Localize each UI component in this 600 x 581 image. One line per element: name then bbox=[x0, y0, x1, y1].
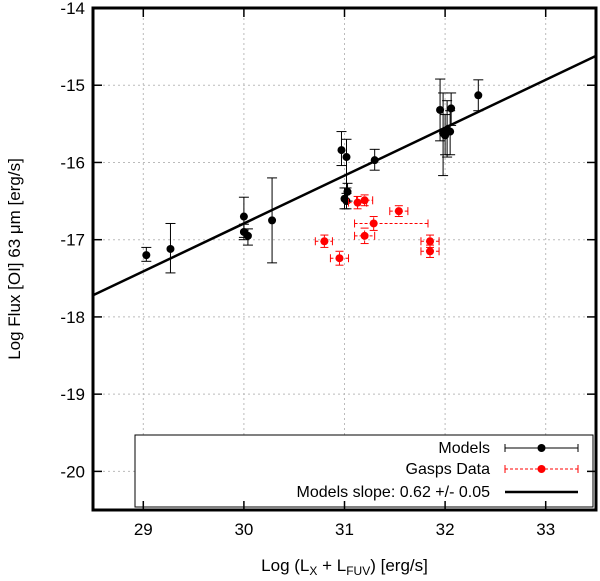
x-tick-label: 33 bbox=[536, 520, 555, 539]
models-point-group bbox=[342, 182, 353, 202]
legend-box bbox=[134, 434, 594, 508]
models-point bbox=[474, 91, 483, 100]
gasps-point-group bbox=[389, 205, 409, 218]
gasps-point-group bbox=[329, 250, 350, 266]
models-point bbox=[166, 244, 175, 253]
models-point bbox=[370, 156, 379, 165]
models-point-group bbox=[369, 148, 380, 171]
models-point bbox=[436, 105, 445, 114]
gasps-series bbox=[314, 194, 440, 266]
y-tick-label: -17 bbox=[60, 231, 85, 250]
gasps-point bbox=[369, 219, 378, 228]
models-point bbox=[268, 216, 277, 225]
fit-layer bbox=[92, 54, 597, 297]
legend: Models Gasps Data Models slope: 0.62 +/- 0… bbox=[134, 434, 594, 508]
models-point bbox=[337, 146, 346, 155]
y-tick-label: -20 bbox=[60, 462, 85, 481]
y-tick-label: -16 bbox=[60, 153, 85, 172]
fit-line bbox=[92, 54, 597, 297]
gasps-point-group bbox=[354, 216, 429, 231]
models-point bbox=[239, 212, 248, 221]
gasps-point bbox=[353, 198, 362, 207]
gasps-point bbox=[426, 247, 435, 256]
legend-swatch-gasps-point bbox=[537, 465, 546, 473]
x-axis-label: Log (LX + LFUV) [erg/s] bbox=[261, 556, 428, 578]
y-tick-label: -18 bbox=[60, 308, 85, 327]
gasps-point bbox=[394, 207, 403, 216]
x-axis-label-prefix: Log (L bbox=[261, 556, 309, 575]
models-point-group bbox=[141, 246, 152, 262]
x-axis-label-sub-fuv: FUV bbox=[346, 564, 370, 578]
models-point bbox=[447, 104, 456, 113]
gasps-point-group bbox=[314, 234, 333, 248]
models-point-group bbox=[165, 222, 176, 274]
models-point-group bbox=[267, 177, 278, 264]
legend-swatch-models-point bbox=[537, 444, 546, 452]
legend-label: Models slope: 0.62 +/- 0.05 bbox=[297, 484, 491, 501]
y-tick-label: -15 bbox=[60, 76, 85, 95]
models-point bbox=[142, 251, 151, 260]
gasps-point-group bbox=[420, 234, 440, 248]
y-axis-ticks: -20 -19 -18 -17 -16 -15 -14 bbox=[60, 0, 596, 481]
models-point-group bbox=[446, 92, 457, 126]
y-tick-label: -14 bbox=[60, 0, 85, 18]
models-point-group bbox=[242, 228, 253, 246]
x-axis-label-suffix: ) [erg/s] bbox=[370, 556, 428, 575]
models-point-group bbox=[473, 79, 484, 112]
gasps-point bbox=[426, 237, 435, 246]
gasps-point bbox=[335, 254, 344, 263]
gasps-point-group bbox=[354, 227, 376, 245]
x-tick-label: 29 bbox=[134, 520, 153, 539]
gasps-point bbox=[320, 237, 329, 246]
gasps-point-group bbox=[420, 244, 440, 258]
x-axis-label-mid: + L bbox=[317, 556, 346, 575]
gasps-point bbox=[360, 196, 369, 205]
legend-label: Models bbox=[438, 440, 490, 457]
models-point bbox=[342, 153, 351, 162]
gasps-point-group bbox=[356, 194, 374, 207]
models-point bbox=[243, 231, 252, 240]
legend-label: Gasps Data bbox=[406, 461, 491, 478]
x-tick-label: 32 bbox=[436, 520, 455, 539]
x-tick-label: 30 bbox=[234, 520, 253, 539]
models-point bbox=[343, 187, 352, 196]
models-point-group bbox=[336, 131, 347, 167]
y-tick-label: -19 bbox=[60, 385, 85, 404]
x-axis-label-sub-x: X bbox=[309, 564, 317, 578]
x-tick-label: 31 bbox=[335, 520, 354, 539]
gasps-point bbox=[360, 231, 369, 240]
x-axis-ticks: 29 30 31 32 33 bbox=[134, 8, 555, 539]
models-point bbox=[446, 127, 455, 136]
y-axis-label: Log Flux [OI] 63 μm [erg/s] bbox=[5, 158, 24, 360]
